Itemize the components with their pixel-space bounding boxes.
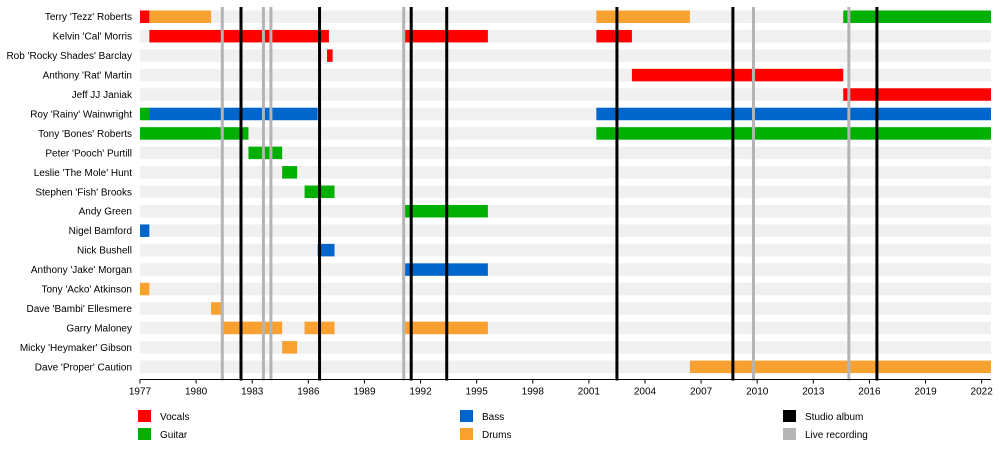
member-label: Terry 'Tezz' Roberts <box>45 12 132 23</box>
member-bar-guitar <box>248 146 283 160</box>
member-bar-drums <box>282 341 298 354</box>
x-tick-label: 1980 <box>185 387 208 398</box>
row-band <box>140 341 991 354</box>
member-bar-vocals <box>631 68 844 82</box>
member-label: Leslie 'The Mole' Hunt <box>34 168 133 179</box>
x-tick-label: 1977 <box>129 387 152 398</box>
row-band <box>140 204 991 218</box>
event-lines <box>220 7 879 381</box>
member-bar-drums <box>596 10 690 23</box>
x-tick-label: 1998 <box>522 387 545 398</box>
x-tick-label: 1989 <box>353 387 376 398</box>
member-label: Anthony 'Jake' Morgan <box>31 265 132 276</box>
x-tick-label: 2013 <box>802 387 825 398</box>
x-tick-label: 2016 <box>858 387 881 398</box>
member-label: Jeff JJ Janiak <box>72 90 133 101</box>
member-bar-bass <box>317 243 335 257</box>
member-bar-guitar <box>596 127 991 140</box>
member-bar-vocals <box>327 49 333 62</box>
legend-label-studio: Studio album <box>805 412 863 423</box>
legend-swatch-guitar <box>138 428 151 440</box>
member-labels: Terry 'Tezz' Roberts Kelvin 'Cal' Morris R… <box>6 12 133 373</box>
member-label: Stephen 'Fish' Brooks <box>35 187 132 198</box>
row-band <box>140 282 991 296</box>
member-bar-vocals <box>140 10 150 23</box>
legend-label-guitar: Guitar <box>160 430 188 441</box>
member-label: Anthony 'Rat' Martin <box>43 71 132 82</box>
x-tick-label: 2007 <box>690 387 713 398</box>
member-bar-vocals <box>149 29 329 43</box>
legend-swatch-drums <box>460 428 473 440</box>
row-band <box>140 243 991 257</box>
legend-swatch-vocals <box>138 410 151 422</box>
member-label: Peter 'Pooch' Purtill <box>45 148 132 159</box>
row-band <box>140 302 991 315</box>
member-bar-bass <box>596 107 991 121</box>
x-tick-label: 1983 <box>241 387 264 398</box>
x-tick-label: 2022 <box>971 387 994 398</box>
row-band <box>140 29 991 43</box>
x-tick-label: 2004 <box>634 387 657 398</box>
x-axis: 1977 1980 1983 1986 1989 1992 1995 1998 2001 2004… <box>129 379 994 398</box>
row-band <box>140 68 991 82</box>
legend-label-vocals: Vocals <box>160 412 189 423</box>
member-bar-drums <box>149 10 212 23</box>
member-bar-guitar <box>843 10 991 23</box>
member-label: Nigel Bamford <box>69 226 132 237</box>
member-bar-vocals <box>596 29 632 43</box>
member-label: Dave 'Bambi' Ellesmere <box>26 304 132 315</box>
member-label: Dave 'Proper' Caution <box>35 362 132 373</box>
member-label: Andy Green <box>79 207 132 218</box>
legend-swatch-bass <box>460 410 473 422</box>
x-tick-label: 2001 <box>578 387 601 398</box>
x-tick-label: 1995 <box>466 387 489 398</box>
member-bar-guitar <box>140 127 249 140</box>
member-bar-drums <box>689 360 991 374</box>
row-band <box>140 321 991 335</box>
member-bar-bass <box>149 107 318 121</box>
x-tick-label: 1992 <box>409 387 432 398</box>
member-label: Garry Maloney <box>66 323 132 334</box>
member-label: Nick Bushell <box>77 246 132 257</box>
row-band <box>140 224 991 237</box>
legend-label-drums: Drums <box>482 430 511 441</box>
member-bar-vocals <box>843 88 991 101</box>
row-band <box>140 49 991 62</box>
x-tick-label: 2019 <box>914 387 937 398</box>
row-bands <box>140 10 991 374</box>
legend-swatch-studio <box>783 410 796 422</box>
row-band <box>140 146 991 160</box>
row-band <box>140 10 991 23</box>
member-label: Rob 'Rocky Shades' Barclay <box>6 51 132 62</box>
member-label: Micky 'Heymaker' Gibson <box>20 343 132 354</box>
legend: Vocals Guitar Bass Drums Studio album Live re… <box>138 410 868 441</box>
legend-label-bass: Bass <box>482 412 504 423</box>
member-bar-drums <box>140 282 150 296</box>
x-tick-label: 2010 <box>746 387 769 398</box>
member-label: Tony 'Bones' Roberts <box>38 129 132 140</box>
row-band <box>140 88 991 101</box>
member-bar-guitar <box>140 107 150 121</box>
row-band <box>140 263 991 276</box>
legend-swatch-live <box>783 428 796 440</box>
member-bar-bass <box>140 224 150 237</box>
member-bar-guitar <box>282 166 298 179</box>
x-tick-label: 1986 <box>297 387 320 398</box>
member-label: Tony 'Acko' Atkinson <box>41 285 132 296</box>
member-bar-drums <box>222 321 283 335</box>
row-band <box>140 185 991 199</box>
member-label: Roy 'Rainy' Wainwright <box>30 109 132 120</box>
member-label: Kelvin 'Cal' Morris <box>53 32 132 43</box>
member-bar-drums <box>211 302 223 315</box>
legend-label-live: Live recording <box>805 430 868 441</box>
row-band <box>140 166 991 179</box>
member-bars <box>140 10 991 374</box>
